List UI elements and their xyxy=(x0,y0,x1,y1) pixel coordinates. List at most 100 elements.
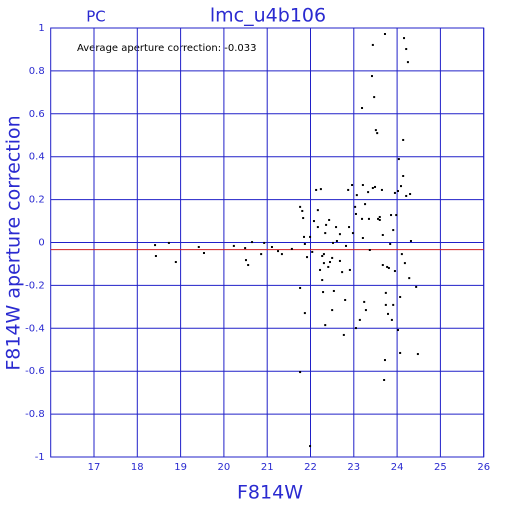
data-point xyxy=(377,217,380,220)
data-point xyxy=(354,212,357,215)
data-point xyxy=(416,353,419,356)
data-point xyxy=(319,188,322,191)
data-point xyxy=(400,253,403,256)
data-point xyxy=(387,312,390,315)
data-point xyxy=(244,259,247,262)
y-tick-label: 1 xyxy=(38,23,44,34)
data-point xyxy=(244,247,247,250)
data-point xyxy=(332,289,335,292)
data-point xyxy=(311,250,314,253)
data-point xyxy=(399,185,402,188)
data-point xyxy=(312,220,315,223)
data-point xyxy=(341,271,344,274)
x-tick-label: 17 xyxy=(88,462,101,473)
data-point xyxy=(395,214,398,217)
data-point xyxy=(361,217,364,220)
data-point xyxy=(302,217,305,220)
data-point xyxy=(325,223,328,226)
data-point xyxy=(306,256,309,259)
data-point xyxy=(348,226,351,229)
x-tick-label: 26 xyxy=(477,462,490,473)
data-point xyxy=(324,232,327,235)
x-tick-label: 23 xyxy=(347,462,360,473)
data-point xyxy=(364,309,367,312)
data-point xyxy=(358,318,361,321)
data-point xyxy=(251,241,254,244)
y-tick-label: 0 xyxy=(38,238,44,249)
data-point xyxy=(247,264,250,267)
data-point xyxy=(405,194,408,197)
data-point xyxy=(354,205,357,208)
data-point xyxy=(393,191,396,194)
data-point xyxy=(322,291,325,294)
y-tick-label: -0.2 xyxy=(25,280,45,291)
data-point xyxy=(374,185,377,188)
data-point xyxy=(408,277,411,280)
data-point xyxy=(335,239,338,242)
y-axis-label: F814W aperture correction xyxy=(3,115,25,370)
data-point xyxy=(338,259,341,262)
data-point xyxy=(351,232,354,235)
data-point xyxy=(197,246,200,249)
y-tick-label: -1 xyxy=(35,452,45,463)
data-point xyxy=(397,158,400,161)
data-point xyxy=(303,243,306,246)
data-point xyxy=(387,267,390,270)
y-tick-label: -0.8 xyxy=(25,409,45,420)
data-point xyxy=(316,209,319,212)
data-point xyxy=(381,233,384,236)
data-point xyxy=(381,264,384,267)
x-tick-label: 22 xyxy=(304,462,317,473)
data-point xyxy=(370,75,373,78)
data-point xyxy=(347,188,350,191)
data-point xyxy=(384,303,387,306)
data-point xyxy=(383,359,386,362)
data-point xyxy=(322,253,325,256)
data-point xyxy=(321,255,324,258)
x-tick-label: 24 xyxy=(391,462,404,473)
data-point xyxy=(315,188,318,191)
data-point xyxy=(409,239,412,242)
data-point xyxy=(396,190,399,193)
data-point xyxy=(361,236,364,239)
data-point xyxy=(260,253,263,256)
annotation: Average aperture correction: -0.033 xyxy=(77,43,257,54)
data-point xyxy=(348,268,351,271)
data-point xyxy=(384,291,387,294)
data-point xyxy=(402,175,405,178)
data-point xyxy=(389,243,392,246)
data-point xyxy=(367,191,370,194)
data-point xyxy=(328,261,331,264)
data-point xyxy=(367,217,370,220)
y-tick-label: -0.6 xyxy=(25,366,45,377)
data-point xyxy=(299,286,302,289)
data-point xyxy=(324,324,327,327)
data-point xyxy=(383,33,386,36)
data-point xyxy=(154,255,157,258)
data-point xyxy=(373,96,376,99)
data-point xyxy=(309,235,312,238)
data-point xyxy=(303,235,306,238)
data-point xyxy=(202,252,205,255)
data-point xyxy=(390,318,393,321)
corner-label: PC xyxy=(86,8,106,26)
data-point xyxy=(328,218,331,221)
data-point xyxy=(374,129,377,132)
data-point xyxy=(299,205,302,208)
x-tick-label: 19 xyxy=(174,462,187,473)
data-point xyxy=(263,241,266,244)
data-point xyxy=(309,445,312,448)
data-point xyxy=(331,309,334,312)
data-point xyxy=(361,184,364,187)
data-point xyxy=(383,378,386,381)
x-tick-label: 21 xyxy=(261,462,274,473)
data-point xyxy=(378,218,381,221)
x-tick-label: 25 xyxy=(434,462,447,473)
data-point xyxy=(232,244,235,247)
x-tick-label: 18 xyxy=(131,462,144,473)
data-point xyxy=(406,61,409,64)
y-tick-label: -0.4 xyxy=(25,323,45,334)
data-point xyxy=(361,107,364,110)
y-tick-label: 0.2 xyxy=(29,195,45,206)
data-point xyxy=(364,203,367,206)
